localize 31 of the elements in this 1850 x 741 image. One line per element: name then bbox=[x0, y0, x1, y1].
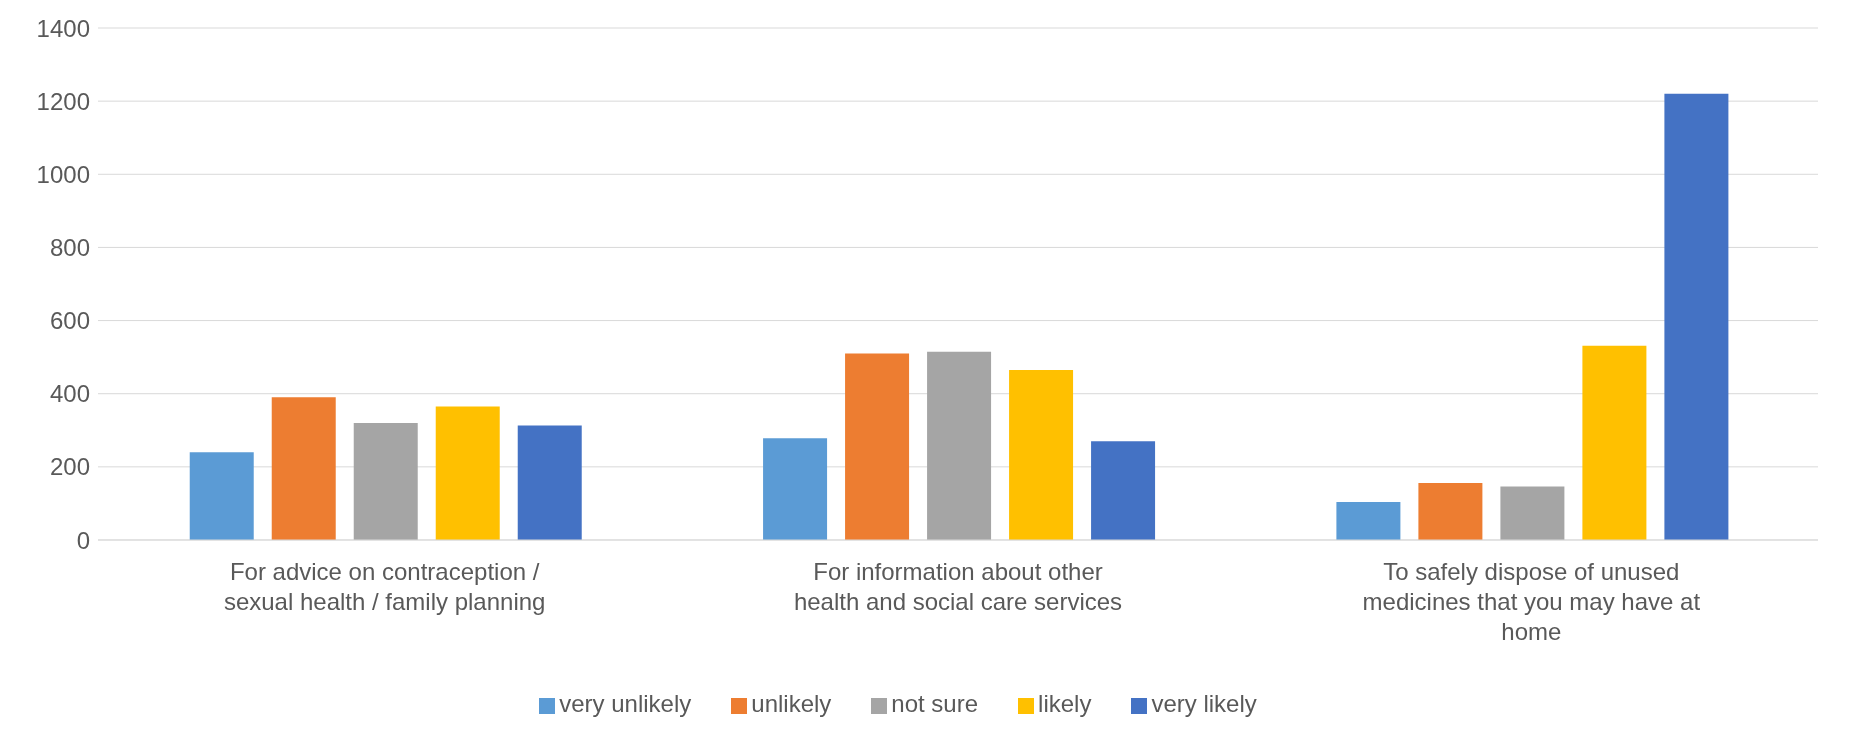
bar bbox=[1500, 486, 1565, 540]
bar bbox=[353, 422, 418, 540]
y-tick-label: 0 bbox=[76, 526, 90, 554]
y-tick-label: 1000 bbox=[36, 160, 90, 188]
legend-label: not sure bbox=[891, 690, 979, 717]
x-tick-label: To safely dispose of unused medicines that you may have at home bbox=[1362, 558, 1701, 645]
bar bbox=[1336, 501, 1401, 540]
y-tick-label: 600 bbox=[49, 307, 90, 335]
bar bbox=[845, 353, 910, 540]
legend-label: very likely bbox=[1151, 690, 1257, 717]
bar bbox=[271, 397, 336, 540]
x-tick-label: For advice on contraception / sexual health / family planning bbox=[223, 558, 546, 615]
bar bbox=[435, 406, 500, 540]
bar bbox=[763, 438, 828, 540]
x-tick-label: For information about other health and social care services bbox=[793, 558, 1123, 615]
bar bbox=[1664, 93, 1729, 540]
y-tick-label: 1200 bbox=[36, 87, 90, 115]
legend-label: very unlikely bbox=[559, 690, 692, 717]
legend-label: likely bbox=[1038, 690, 1092, 717]
y-tick-label: 800 bbox=[49, 233, 90, 261]
bar bbox=[1009, 369, 1074, 540]
bar bbox=[517, 425, 582, 540]
bar bbox=[1091, 441, 1156, 540]
bar bbox=[1418, 482, 1483, 540]
bar bbox=[927, 351, 992, 540]
y-tick-label: 200 bbox=[49, 453, 90, 481]
bar bbox=[1582, 345, 1647, 540]
y-tick-label: 1400 bbox=[36, 14, 90, 42]
legend-label: unlikely bbox=[751, 690, 832, 717]
y-tick-label: 400 bbox=[49, 380, 90, 408]
bar bbox=[189, 452, 254, 540]
